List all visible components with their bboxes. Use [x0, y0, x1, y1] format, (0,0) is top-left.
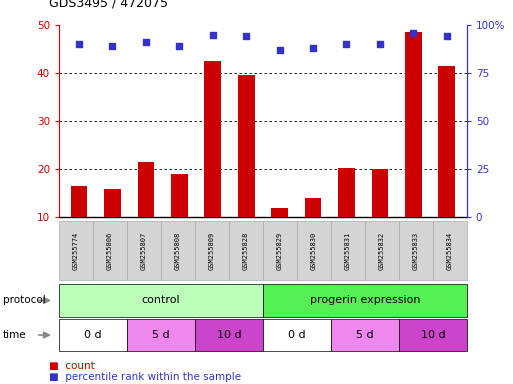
- Bar: [338, 168, 355, 265]
- Point: [409, 30, 418, 36]
- Text: GSM255806: GSM255806: [107, 232, 113, 270]
- Text: 10 d: 10 d: [421, 330, 445, 340]
- Text: GSM255833: GSM255833: [413, 232, 419, 270]
- Point: [142, 39, 150, 45]
- Text: GSM255809: GSM255809: [209, 232, 215, 270]
- Point: [342, 41, 350, 47]
- Text: GSM255832: GSM255832: [379, 232, 385, 270]
- Text: progerin expression: progerin expression: [310, 295, 420, 306]
- Bar: [271, 209, 288, 265]
- Text: GSM255830: GSM255830: [311, 232, 317, 270]
- Text: ■  percentile rank within the sample: ■ percentile rank within the sample: [49, 372, 241, 382]
- Text: 5 d: 5 d: [356, 330, 373, 340]
- Text: GSM255774: GSM255774: [73, 232, 79, 270]
- Text: GSM255834: GSM255834: [447, 232, 453, 270]
- Text: control: control: [142, 295, 180, 306]
- Text: 0 d: 0 d: [84, 330, 102, 340]
- Bar: [371, 169, 388, 265]
- Text: GSM255828: GSM255828: [243, 232, 249, 270]
- Text: GSM255831: GSM255831: [345, 232, 351, 270]
- Point: [242, 33, 250, 40]
- Point: [275, 47, 284, 53]
- Bar: [137, 162, 154, 265]
- Bar: [439, 66, 455, 265]
- Text: GSM255807: GSM255807: [141, 232, 147, 270]
- Bar: [305, 198, 322, 265]
- Text: time: time: [3, 330, 26, 340]
- Point: [75, 41, 83, 47]
- Text: GSM255829: GSM255829: [277, 232, 283, 270]
- Point: [108, 43, 116, 49]
- Point: [175, 43, 184, 49]
- Text: GDS3495 / 472075: GDS3495 / 472075: [49, 0, 168, 10]
- Bar: [171, 174, 188, 265]
- Bar: [405, 32, 422, 265]
- Point: [376, 41, 384, 47]
- Point: [209, 31, 217, 38]
- Point: [309, 45, 317, 51]
- Text: 10 d: 10 d: [216, 330, 241, 340]
- Point: [443, 33, 451, 40]
- Bar: [104, 189, 121, 265]
- Text: 5 d: 5 d: [152, 330, 170, 340]
- Text: protocol: protocol: [3, 295, 45, 306]
- Bar: [204, 61, 221, 265]
- Bar: [71, 186, 87, 265]
- Bar: [238, 75, 254, 265]
- Text: 0 d: 0 d: [288, 330, 306, 340]
- Text: ■  count: ■ count: [49, 361, 94, 371]
- Text: GSM255808: GSM255808: [175, 232, 181, 270]
